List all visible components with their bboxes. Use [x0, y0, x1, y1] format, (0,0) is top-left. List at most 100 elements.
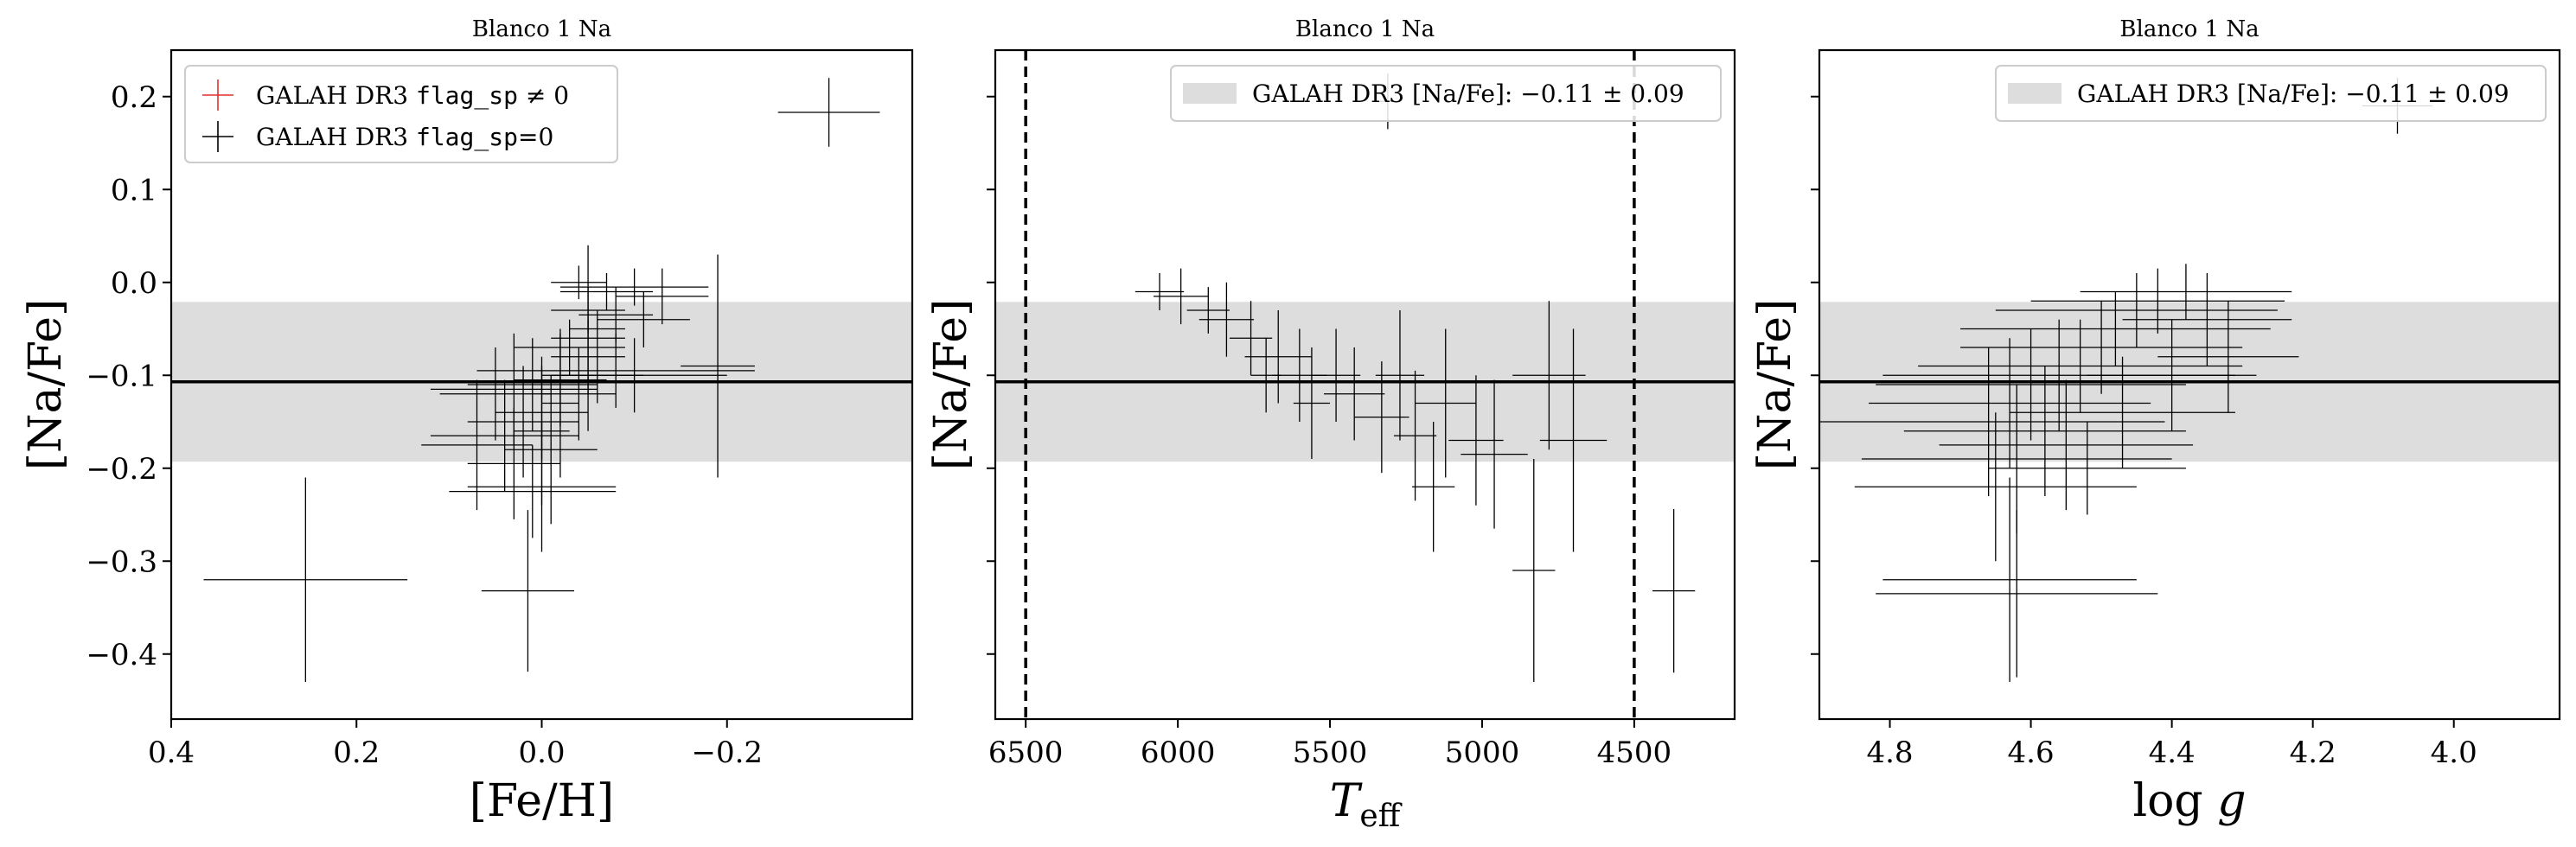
data-point [1415, 328, 1476, 478]
xtick-label: 4.0 [2431, 736, 2477, 770]
data-point [1819, 347, 2165, 496]
data-point [439, 347, 552, 441]
ytick-label: −0.3 [86, 544, 157, 579]
data-point [1882, 477, 2137, 682]
data-point [504, 375, 598, 525]
legend-box [184, 65, 618, 163]
data-point [541, 328, 579, 478]
data-point [616, 268, 709, 325]
data-point [1293, 347, 1331, 459]
y-axis-label: [Na/Fe] [1749, 299, 1801, 471]
xtick-label: 6500 [988, 736, 1064, 770]
data-point [430, 379, 579, 492]
data-point [1311, 328, 1361, 422]
data-point [481, 510, 574, 672]
legend-box [1995, 65, 2547, 122]
legend-band-swatch [1183, 83, 1237, 104]
y-axis-label: [Na/Fe] [20, 299, 72, 471]
data-point [1461, 379, 1528, 529]
xtick-label: 0.2 [333, 736, 380, 770]
data-point [1512, 459, 1556, 682]
error-bar-points [1135, 73, 1696, 682]
data-point [467, 407, 560, 519]
legend-entry-text: GALAH DR3 [Na/Fe]: −0.11 ± 0.09 [1252, 80, 1684, 108]
legend-entry-text: GALAH DR3 flag_sp ≠ 0 [256, 81, 569, 111]
data-point [1412, 422, 1455, 552]
data-point [1393, 370, 1437, 501]
data-point [1876, 510, 2158, 678]
data-point [559, 268, 709, 306]
panel-logg: 4.8 4.6 4.4 4.2 4.0 Blanco 1 Na [Na/Fe] log g GA… [1749, 16, 2561, 827]
data-point [1960, 291, 2271, 366]
data-point [467, 338, 598, 431]
data-point [569, 310, 625, 347]
data-point [1988, 422, 2186, 515]
data-point [2157, 301, 2299, 413]
legend-entry-text: GALAH DR3 flag_sp=0 [256, 123, 553, 152]
data-point [449, 444, 617, 538]
panel-feh: 0.2 0.1 0.0 −0.1 −0.2 −0.3 −0.4 0.4 0.2 0.0 −0.2 Bl… [20, 16, 914, 827]
panel-title: Blanco 1 Na [2119, 16, 2259, 42]
data-point [1153, 268, 1209, 325]
ytick-label: 0.2 [111, 80, 157, 115]
data-point [1244, 310, 1312, 404]
xtick-label: 6000 [1141, 736, 1216, 770]
ytick-label: −0.1 [86, 359, 157, 393]
panel-teff: 6500 6000 5500 5000 4500 Blanco 1 Na [Na/Fe] Te… [925, 16, 1736, 834]
ytick-label: 0.0 [111, 266, 157, 301]
error-bar-points [203, 78, 880, 682]
xtick-label: 5500 [1293, 736, 1368, 770]
x-axis-label: Teff [1330, 775, 1403, 834]
data-point [777, 78, 880, 147]
ytick-label: −0.2 [86, 452, 157, 487]
data-point [1903, 366, 2186, 496]
data-point [551, 245, 625, 431]
data-point [1229, 301, 1273, 376]
xtick-label: 4.4 [2149, 736, 2196, 770]
data-point [1199, 282, 1255, 357]
xtick-label: −0.2 [691, 736, 763, 770]
data-point [203, 477, 408, 682]
data-point [1324, 347, 1385, 441]
data-point [1918, 319, 2243, 413]
error-bar-points [1819, 78, 2433, 682]
panel-title: Blanco 1 Na [1295, 16, 1435, 42]
x-axis-label: [Fe/H] [470, 775, 614, 827]
data-point [1539, 328, 1608, 552]
data-point [541, 347, 617, 441]
data-point [1854, 412, 2137, 562]
legend-band-swatch [2008, 83, 2061, 104]
red-plus-icon [202, 80, 233, 111]
xtick-label: 4.6 [2008, 736, 2055, 770]
data-point [681, 254, 755, 478]
xtick-label: 4500 [1597, 736, 1672, 770]
panel-title: Blanco 1 Na [472, 16, 611, 42]
legend-box [1170, 65, 1722, 122]
data-point [2030, 268, 2285, 334]
black-plus-icon [202, 121, 233, 152]
data-point [559, 273, 654, 310]
data-point [1186, 287, 1230, 334]
axes-frame [1818, 48, 2561, 721]
data-point [2122, 273, 2292, 366]
data-point [1939, 379, 2194, 511]
x-axis-label: log g [2132, 775, 2246, 827]
data-point [1861, 385, 2172, 533]
xtick-label: 0.0 [518, 736, 565, 770]
data-point [597, 291, 690, 347]
data-point [467, 422, 617, 552]
ytick-label: 0.1 [111, 173, 157, 207]
data-point [1960, 301, 2243, 394]
data-point [1135, 273, 1185, 310]
data-point [1869, 338, 2151, 468]
xtick-label: 0.4 [148, 736, 195, 770]
y-axis-label: [Na/Fe] [925, 299, 977, 471]
data-point [1652, 509, 1696, 673]
data-point [1995, 273, 2278, 347]
ytick-label: −0.4 [86, 638, 157, 672]
data-point [1250, 338, 1282, 413]
data-point [2010, 356, 2235, 468]
axes-frame [994, 48, 1736, 721]
xtick-label: 5000 [1445, 736, 1520, 770]
